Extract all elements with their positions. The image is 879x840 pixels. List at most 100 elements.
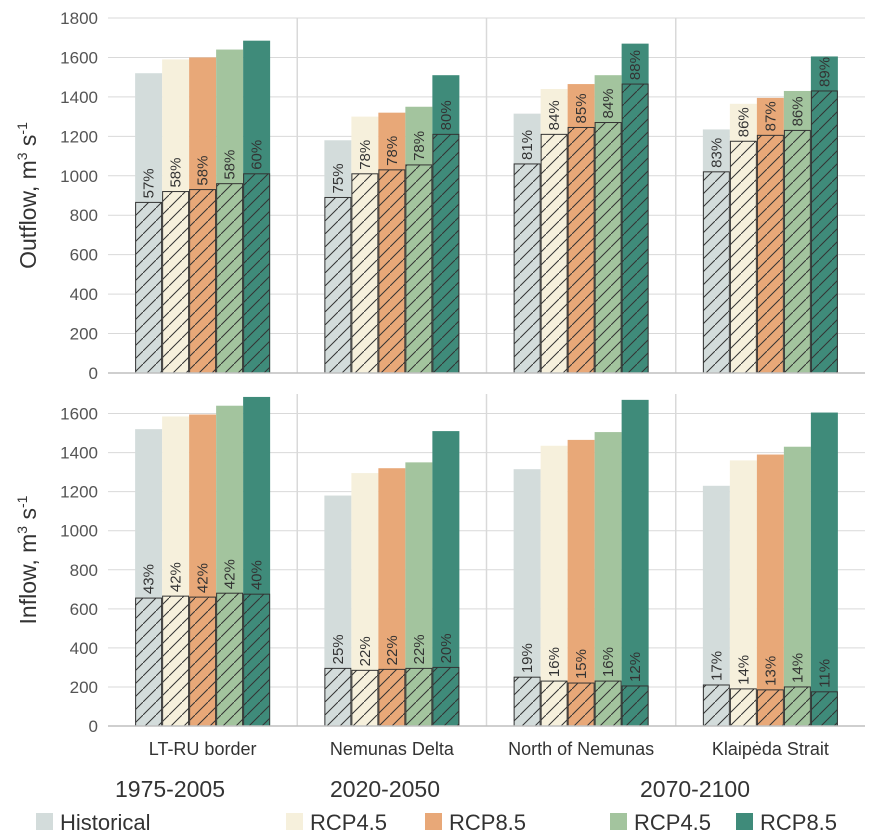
bar-hatched	[324, 196, 352, 374]
y-axis-label-unit: s	[15, 508, 41, 526]
legend-item: RCP4.5	[286, 810, 387, 835]
y-axis-label-superscript: 3	[14, 526, 30, 534]
y-tick-label: 600	[70, 600, 98, 619]
bar-total	[540, 445, 568, 726]
bar-group: 57% 58% 58% 58% 60%	[135, 40, 271, 374]
y-tick-label: 1200	[60, 483, 98, 502]
legend-swatch	[736, 813, 753, 830]
period-label: 2070-2100	[640, 776, 750, 802]
percent-label: 86%	[735, 107, 752, 137]
percent-label: 81%	[519, 130, 536, 160]
percent-label: 17%	[708, 651, 725, 681]
bar-total	[594, 432, 622, 726]
y-tick-label: 200	[70, 325, 98, 344]
bar-hatched	[405, 667, 433, 727]
legend-swatch	[610, 813, 627, 830]
percent-label: 20%	[438, 633, 455, 663]
y-tick-label: 400	[70, 285, 98, 304]
y-axis-label-text: Inflow, m	[15, 534, 41, 625]
percent-label: 22%	[357, 636, 374, 666]
bar-hatched	[756, 134, 784, 374]
bar-hatched	[243, 593, 271, 727]
percent-label: 13%	[762, 656, 779, 686]
bar-hatched	[189, 189, 217, 374]
bar-group: 75% 78% 78% 78% 80%	[324, 75, 460, 374]
y-tick-label: 400	[70, 639, 98, 658]
category-label: Klaipėda Strait	[712, 739, 829, 759]
percent-label: 84%	[546, 100, 563, 130]
bar-hatched	[432, 133, 460, 374]
bar-hatched	[729, 140, 757, 374]
bar-total	[729, 460, 757, 726]
y-tick-label: 1000	[60, 167, 98, 186]
y-axis-label-unit: s	[15, 135, 41, 153]
bar-hatched	[729, 688, 757, 727]
y-axis-label-superscript: 3	[14, 152, 30, 160]
bar-hatched	[567, 682, 595, 727]
y-tick-label: 600	[70, 246, 98, 265]
bar-hatched	[810, 90, 838, 374]
bar-group: 25% 22% 22% 22% 20%	[324, 431, 460, 727]
bar-hatched	[432, 666, 460, 727]
bar-total	[621, 399, 649, 726]
percent-label: 78%	[384, 136, 401, 166]
percent-label: 84%	[600, 88, 617, 118]
percent-label: 19%	[519, 643, 536, 673]
y-tick-label: 1600	[60, 405, 98, 424]
percent-label: 60%	[249, 140, 266, 170]
bar-hatched	[243, 173, 271, 374]
bar-hatched	[783, 129, 811, 374]
percent-label: 57%	[141, 168, 158, 198]
bar-hatched	[621, 83, 649, 374]
bar-hatched	[567, 126, 595, 374]
bar-hatched	[162, 191, 190, 374]
percent-label: 22%	[384, 635, 401, 665]
bar-hatched	[351, 173, 379, 374]
panel-outflow: 0 200 400 600 800 1000 1200 1400 1600 1800 Outflow…	[14, 9, 865, 383]
y-tick-label: 800	[70, 206, 98, 225]
legend-label: RCP8.5	[760, 810, 837, 835]
y-tick-label: 1400	[60, 444, 98, 463]
y-tick-label: 1800	[60, 9, 98, 28]
legend-swatch	[425, 813, 442, 830]
bar-hatched	[621, 685, 649, 727]
bar-hatched	[378, 169, 406, 374]
y-tick-label: 0	[89, 364, 98, 383]
y-axis-label-text: Outflow, m	[15, 160, 41, 269]
period-label: 1975-2005	[115, 776, 225, 802]
percent-label: 43%	[141, 564, 158, 594]
bar-hatched	[702, 684, 730, 727]
legend-item: Historical	[36, 810, 150, 835]
bar-hatched	[810, 691, 838, 727]
percent-label: 22%	[411, 634, 428, 664]
percent-label: 12%	[627, 652, 644, 682]
percent-label: 58%	[168, 158, 185, 188]
bar-group: 19% 16% 15% 16% 12%	[513, 399, 649, 727]
bar-hatched	[513, 676, 541, 727]
legend-label: RCP4.5	[634, 810, 711, 835]
percent-label: 40%	[249, 560, 266, 590]
legend-item: RCP4.5	[610, 810, 711, 835]
bar-hatched	[594, 680, 622, 727]
bar-hatched	[135, 597, 163, 727]
category-label: Nemunas Delta	[330, 739, 455, 759]
bar-group: 43% 42% 42% 42% 40%	[135, 396, 271, 727]
y-tick-label: 800	[70, 561, 98, 580]
y-tick-label: 200	[70, 678, 98, 697]
bar-hatched	[540, 133, 568, 374]
bar-total	[756, 454, 784, 726]
y-tick-label: 1200	[60, 127, 98, 146]
bar-hatched	[594, 122, 622, 374]
bar-hatched	[189, 596, 217, 727]
bar-group: 17% 14% 13% 14% 11%	[702, 412, 838, 727]
bar-hatched	[378, 668, 406, 727]
bar-hatched	[756, 689, 784, 727]
legend-label: Historical	[60, 810, 150, 835]
legend-item: RCP8.5	[425, 810, 526, 835]
percent-label: 16%	[546, 647, 563, 677]
bar-hatched	[216, 183, 244, 374]
percent-label: 42%	[168, 562, 185, 592]
percent-label: 83%	[708, 138, 725, 168]
percent-label: 42%	[222, 559, 239, 589]
